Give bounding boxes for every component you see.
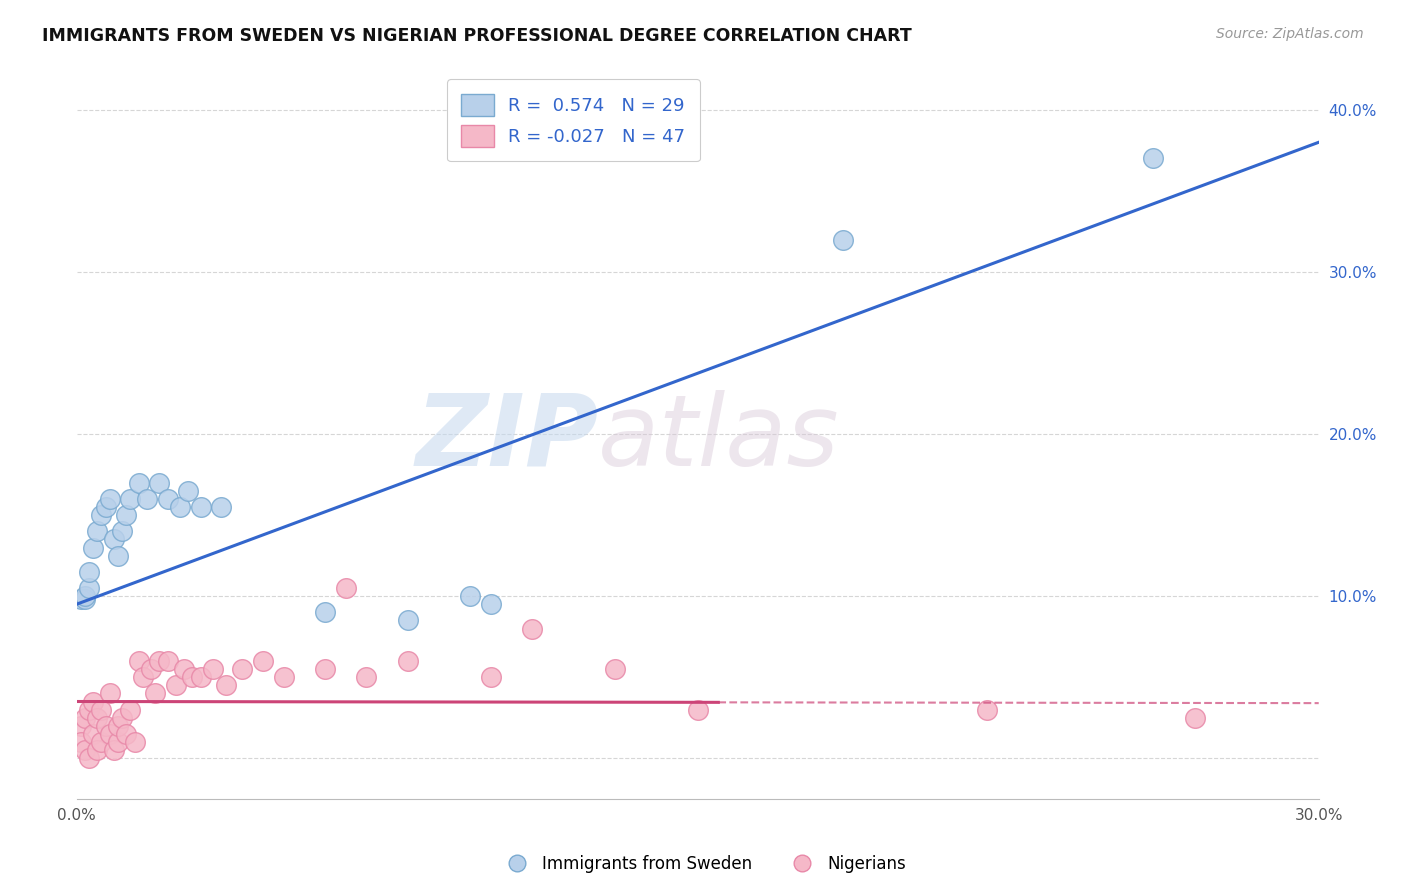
Point [603, 662, 626, 676]
Point [69, 719, 91, 733]
Point [90, 735, 112, 749]
Point [165, 678, 187, 692]
Point [98, 491, 121, 506]
Point [86, 524, 108, 539]
Point [252, 654, 274, 668]
Point [98, 686, 121, 700]
Point [202, 662, 225, 676]
Point [128, 654, 150, 668]
Point [120, 491, 142, 506]
Point [132, 670, 155, 684]
Point [458, 589, 481, 603]
Point [139, 662, 162, 676]
Point [1142, 152, 1164, 166]
Point [396, 654, 419, 668]
Point [211, 500, 233, 514]
Point [273, 670, 295, 684]
Point [314, 662, 336, 676]
Point [73, 589, 96, 603]
Text: ZIP: ZIP [415, 390, 599, 487]
Point [479, 670, 502, 684]
Point [73, 743, 96, 757]
Point [103, 743, 125, 757]
Point [77, 703, 100, 717]
Point [103, 533, 125, 547]
Point [90, 508, 112, 522]
Point [396, 614, 419, 628]
Point [231, 662, 253, 676]
Point [86, 743, 108, 757]
Point [831, 233, 853, 247]
Point [98, 727, 121, 741]
Point [69, 592, 91, 607]
Point [115, 508, 138, 522]
Point [77, 565, 100, 579]
Text: atlas: atlas [599, 390, 839, 487]
Point [120, 703, 142, 717]
Point [82, 694, 104, 708]
Point [107, 719, 129, 733]
Point [335, 581, 357, 595]
Point [173, 662, 195, 676]
Point [143, 686, 166, 700]
Point [82, 541, 104, 555]
Legend: R =  0.574   N = 29, R = -0.027   N = 47: R = 0.574 N = 29, R = -0.027 N = 47 [447, 79, 700, 161]
Point [1184, 711, 1206, 725]
Point [976, 703, 998, 717]
Point [73, 711, 96, 725]
Text: Source: ZipAtlas.com: Source: ZipAtlas.com [1216, 27, 1364, 41]
Point [77, 581, 100, 595]
Point [86, 711, 108, 725]
Point [214, 678, 236, 692]
Point [90, 703, 112, 717]
Point [73, 592, 96, 607]
Point [169, 500, 191, 514]
Point [181, 670, 204, 684]
Point [148, 654, 170, 668]
Point [124, 735, 146, 749]
Point [190, 670, 212, 684]
Point [69, 735, 91, 749]
Point [128, 475, 150, 490]
Point [190, 500, 212, 514]
Point [479, 597, 502, 611]
Text: IMMIGRANTS FROM SWEDEN VS NIGERIAN PROFESSIONAL DEGREE CORRELATION CHART: IMMIGRANTS FROM SWEDEN VS NIGERIAN PROFE… [42, 27, 912, 45]
Point [111, 711, 134, 725]
Point [148, 475, 170, 490]
Point [686, 703, 709, 717]
Point [77, 751, 100, 765]
Point [82, 727, 104, 741]
Point [107, 735, 129, 749]
Point [356, 670, 378, 684]
Point [314, 605, 336, 619]
Point [156, 654, 179, 668]
Point [177, 483, 200, 498]
Point [156, 491, 179, 506]
Point [107, 549, 129, 563]
Point [136, 491, 159, 506]
Point [520, 622, 543, 636]
Point [115, 727, 138, 741]
Point [94, 719, 117, 733]
Legend: Immigrants from Sweden, Nigerians: Immigrants from Sweden, Nigerians [494, 848, 912, 880]
Point [111, 524, 134, 539]
Point [94, 500, 117, 514]
